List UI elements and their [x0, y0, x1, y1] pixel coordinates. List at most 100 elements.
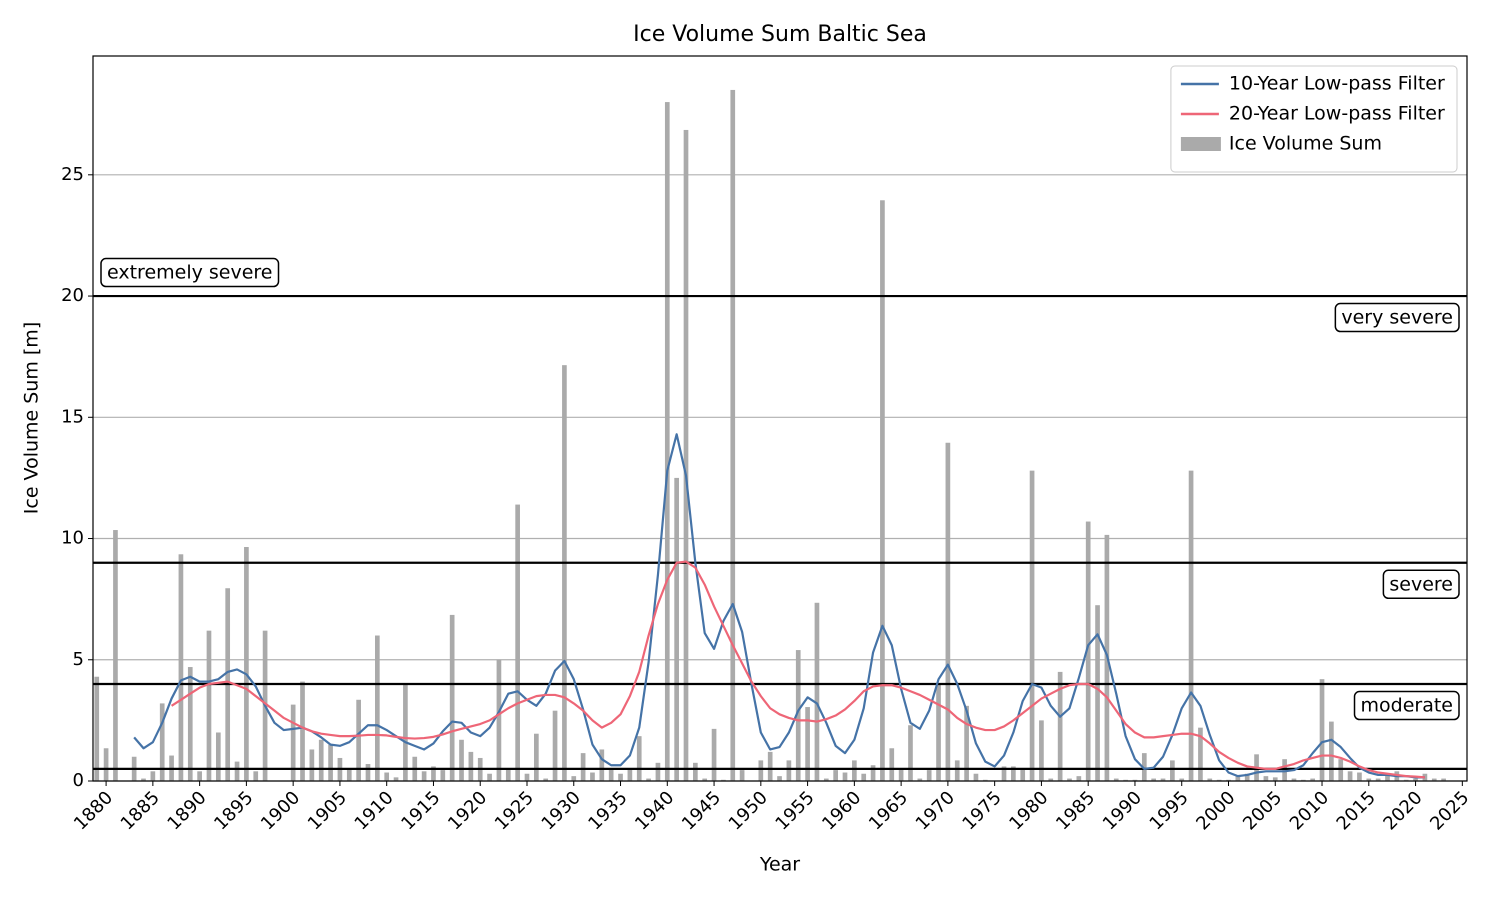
bar [730, 89, 736, 782]
bar [215, 732, 221, 781]
bar [234, 761, 240, 781]
bar [711, 728, 717, 781]
bar [1076, 776, 1082, 781]
bar [618, 773, 623, 781]
bar [646, 778, 651, 781]
bar [795, 650, 801, 781]
threshold-annotation: severe [1382, 569, 1460, 600]
threshold-annotation: moderate [1353, 690, 1460, 721]
x-tick-label: 1945 [678, 787, 725, 834]
bar [627, 768, 633, 781]
bar [889, 748, 895, 781]
x-tick-label: 1960 [818, 787, 865, 834]
bar [197, 771, 202, 781]
x-tick-label: 1910 [351, 787, 398, 834]
bar [1011, 766, 1016, 781]
bar [487, 773, 492, 781]
x-tick-label: 1975 [958, 787, 1005, 834]
legend-label: 10-Year Low-pass Filter [1229, 73, 1445, 95]
bar [767, 751, 773, 781]
bar [253, 771, 259, 781]
label-box [1382, 569, 1460, 600]
bar [94, 676, 100, 781]
x-tick-label: 1935 [584, 787, 631, 834]
bar [1338, 759, 1344, 781]
bar [421, 771, 427, 781]
bar [590, 772, 595, 781]
bar [534, 733, 539, 781]
legend: 10-Year Low-pass Filter 20-Year Low-pass … [1170, 65, 1458, 173]
bar [786, 760, 792, 781]
bar [982, 779, 988, 781]
bar [1020, 768, 1026, 781]
x-tick-label: 2000 [1192, 787, 1239, 834]
bar [384, 772, 390, 781]
bar [496, 659, 502, 781]
bar [1282, 759, 1287, 781]
bar [580, 753, 586, 781]
bar [290, 704, 296, 781]
bar [608, 768, 614, 781]
bar [823, 778, 829, 781]
bar [1319, 679, 1325, 781]
y-tick-label: 20 [61, 285, 84, 306]
bar [1413, 778, 1418, 781]
bar [515, 504, 520, 781]
bar [973, 773, 979, 781]
bar [328, 744, 333, 781]
bar [1329, 721, 1334, 781]
bar [926, 770, 932, 781]
bar [1151, 778, 1157, 781]
bar [739, 770, 745, 781]
bar [187, 667, 193, 781]
y-tick-label: 0 [73, 770, 84, 791]
bar [1170, 760, 1175, 781]
bar [964, 705, 969, 781]
y-tick-label: 15 [61, 406, 84, 427]
x-tick-label: 1880 [70, 787, 117, 834]
bar [1216, 779, 1222, 781]
bar [861, 773, 867, 781]
bar [431, 766, 436, 781]
bar [440, 770, 446, 781]
x-tick-label: 1965 [865, 787, 912, 834]
bar [945, 442, 951, 781]
line-series [133, 433, 1425, 779]
bar [870, 765, 876, 781]
bar [1235, 776, 1241, 781]
x-tick-label: 1925 [491, 787, 538, 834]
x-tick-label: 1985 [1052, 787, 1099, 834]
bar [459, 739, 464, 781]
bar [936, 684, 941, 781]
bar [1422, 773, 1428, 781]
x-tick-label: 2025 [1426, 787, 1473, 834]
x-tick-label: 1995 [1146, 787, 1193, 834]
bar [1160, 778, 1166, 781]
bar [300, 681, 305, 781]
bar [721, 779, 726, 781]
bar [178, 554, 184, 781]
bar [505, 768, 511, 781]
bar [693, 762, 698, 781]
label-box [1334, 302, 1460, 333]
bar [833, 770, 838, 781]
threshold-label: very severe [1341, 307, 1453, 329]
y-tick-label: 10 [61, 528, 84, 549]
bar [1207, 778, 1213, 781]
bar [683, 129, 689, 782]
bar [1244, 773, 1250, 781]
bar [1057, 671, 1063, 781]
x-tick-label: 1900 [257, 787, 304, 834]
bar [1123, 779, 1128, 781]
bar [636, 736, 642, 781]
bar [103, 748, 109, 781]
bar [1263, 776, 1269, 781]
bar [449, 614, 455, 781]
x-axis-label: Year [759, 854, 800, 876]
bar [814, 602, 820, 781]
y-tick-label: 25 [61, 164, 84, 185]
bar [1085, 521, 1091, 781]
bar [346, 768, 352, 781]
bar [1132, 779, 1138, 781]
bar [543, 778, 549, 781]
